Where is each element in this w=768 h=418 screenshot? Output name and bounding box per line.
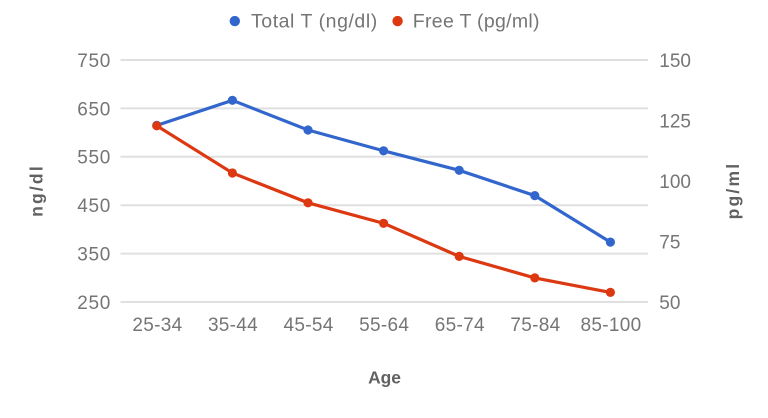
svg-text:ng/dl: ng/dl <box>27 164 47 217</box>
svg-text:250: 250 <box>77 293 111 314</box>
svg-text:100: 100 <box>659 172 691 193</box>
svg-text:Free T (pg/ml): Free T (pg/ml) <box>413 11 540 33</box>
svg-text:550: 550 <box>77 148 111 169</box>
svg-text:pg/ml: pg/ml <box>723 162 743 220</box>
svg-text:50: 50 <box>659 293 680 314</box>
svg-text:Age: Age <box>368 367 401 387</box>
svg-text:Total T (ng/dl): Total T (ng/dl) <box>251 11 378 33</box>
svg-text:125: 125 <box>659 111 691 132</box>
svg-text:25-34: 25-34 <box>132 315 182 336</box>
svg-text:85-100: 85-100 <box>581 315 642 336</box>
svg-text:55-64: 55-64 <box>359 315 409 336</box>
svg-text:75: 75 <box>659 232 680 253</box>
svg-text:35-44: 35-44 <box>208 315 258 336</box>
svg-text:65-74: 65-74 <box>435 315 485 336</box>
svg-text:350: 350 <box>77 245 111 266</box>
svg-text:650: 650 <box>77 99 111 120</box>
svg-text:450: 450 <box>77 196 111 217</box>
svg-text:150: 150 <box>659 51 691 72</box>
svg-text:45-54: 45-54 <box>284 315 334 336</box>
svg-text:750: 750 <box>77 51 111 72</box>
svg-text:75-84: 75-84 <box>510 315 560 336</box>
